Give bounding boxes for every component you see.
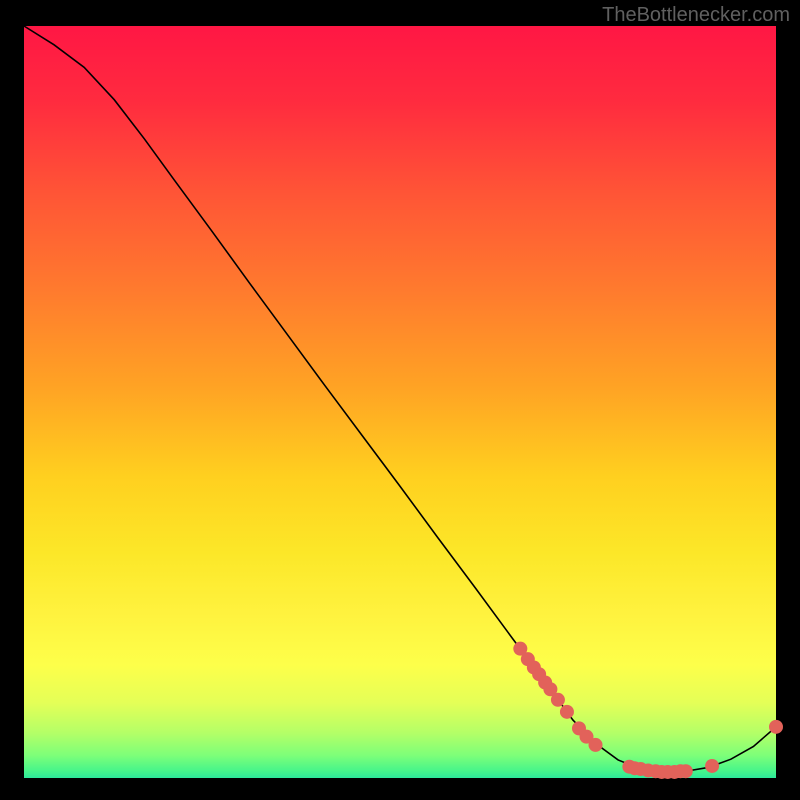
watermark-text: TheBottlenecker.com (602, 4, 790, 27)
plot-background (24, 26, 776, 778)
data-point (769, 720, 783, 734)
data-point (589, 738, 603, 752)
data-point (551, 693, 565, 707)
chart-container: TheBottlenecker.com (0, 0, 800, 800)
data-point (705, 759, 719, 773)
data-point (679, 764, 693, 778)
data-point (560, 705, 574, 719)
bottleneck-chart (0, 0, 800, 800)
